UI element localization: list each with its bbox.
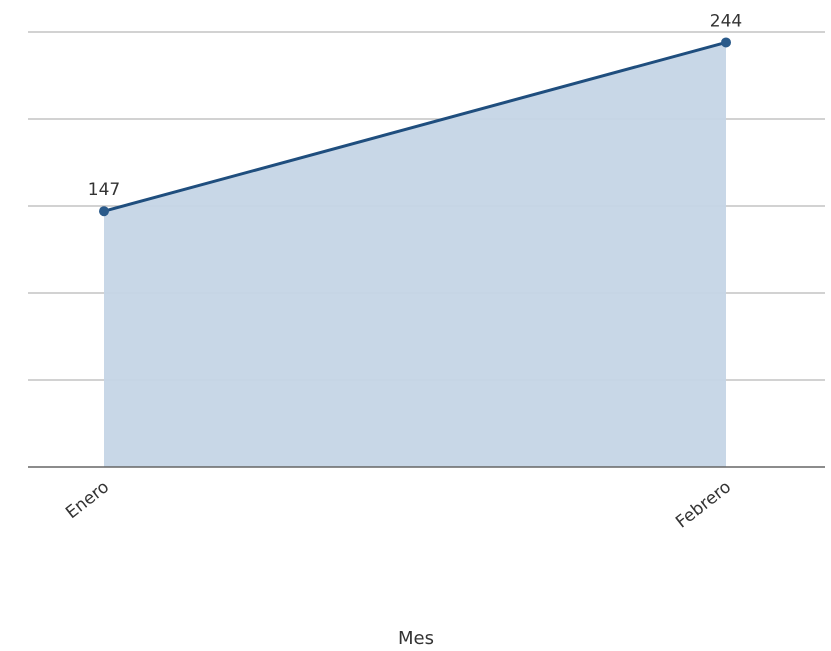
x-axis-title: Mes bbox=[398, 628, 434, 649]
area-series bbox=[103, 40, 727, 467]
data-point-enero bbox=[99, 206, 109, 217]
data-points bbox=[99, 37, 731, 217]
area-fill bbox=[104, 42, 726, 467]
data-labels: 147 244 bbox=[88, 11, 742, 200]
x-tick-febrero: Febrero bbox=[672, 477, 735, 532]
x-tick-enero: Enero bbox=[62, 477, 113, 523]
series-line bbox=[103, 40, 727, 213]
data-point-febrero bbox=[721, 37, 731, 48]
x-tick-labels: Enero Febrero bbox=[62, 477, 735, 532]
data-label-febrero: 244 bbox=[710, 11, 742, 31]
data-label-enero: 147 bbox=[88, 180, 120, 200]
